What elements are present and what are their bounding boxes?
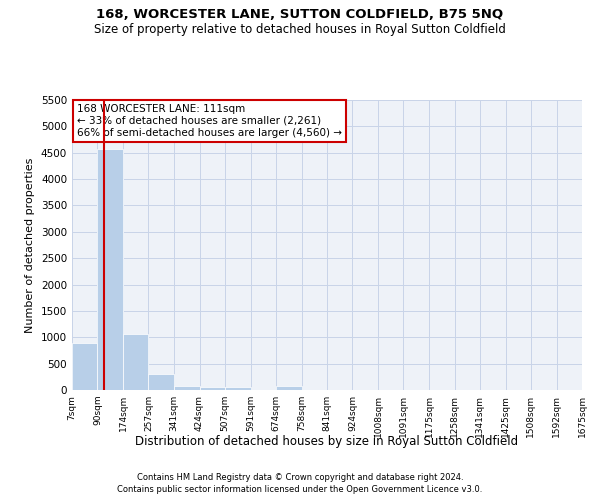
Bar [174, 386, 199, 390]
Text: 168, WORCESTER LANE, SUTTON COLDFIELD, B75 5NQ: 168, WORCESTER LANE, SUTTON COLDFIELD, B… [97, 8, 503, 20]
Text: 168 WORCESTER LANE: 111sqm
← 33% of detached houses are smaller (2,261)
66% of s: 168 WORCESTER LANE: 111sqm ← 33% of deta… [77, 104, 342, 138]
Bar [72, 342, 97, 390]
Text: Size of property relative to detached houses in Royal Sutton Coldfield: Size of property relative to detached ho… [94, 22, 506, 36]
Bar [148, 374, 174, 390]
Bar [199, 387, 225, 390]
Bar [97, 148, 123, 390]
Text: Contains HM Land Registry data © Crown copyright and database right 2024.: Contains HM Land Registry data © Crown c… [137, 472, 463, 482]
Text: Contains public sector information licensed under the Open Government Licence v3: Contains public sector information licen… [118, 485, 482, 494]
Bar [123, 334, 148, 390]
Bar [225, 388, 251, 390]
Y-axis label: Number of detached properties: Number of detached properties [25, 158, 35, 332]
Bar [276, 386, 302, 390]
Text: Distribution of detached houses by size in Royal Sutton Coldfield: Distribution of detached houses by size … [136, 435, 518, 448]
